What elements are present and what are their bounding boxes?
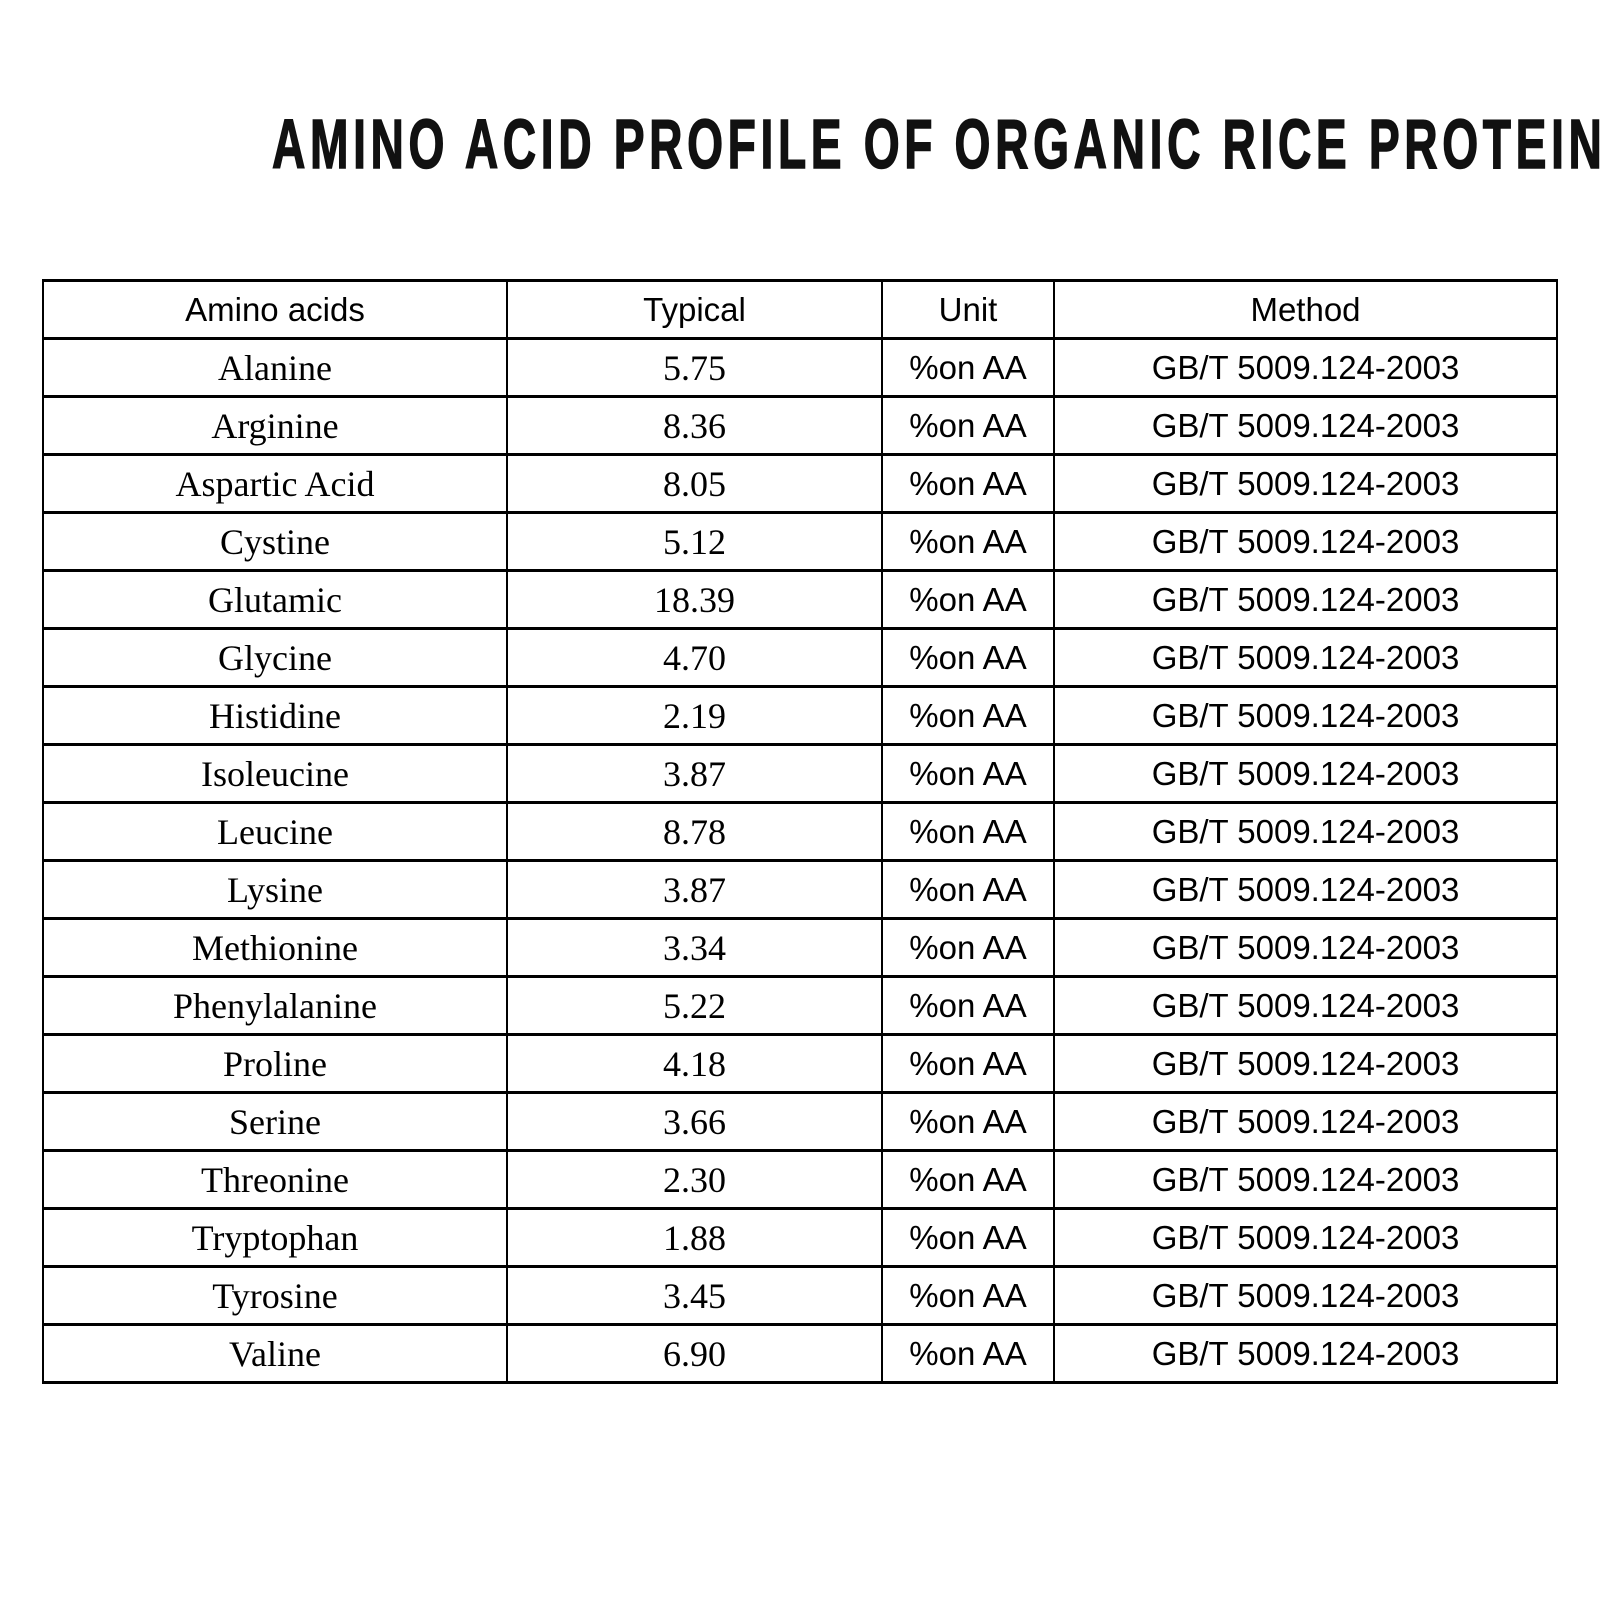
table-row: Leucine 8.78 %on AA GB/T 5009.124-2003 <box>42 801 1558 862</box>
table-row: Valine 6.90 %on AA GB/T 5009.124-2003 <box>42 1323 1558 1384</box>
cell-typical: 2.30 <box>506 1149 883 1210</box>
table-row: Serine 3.66 %on AA GB/T 5009.124-2003 <box>42 1091 1558 1152</box>
cell-method: GB/T 5009.124-2003 <box>1053 337 1558 398</box>
header-amino-acids: Amino acids <box>42 279 508 340</box>
table-row: Proline 4.18 %on AA GB/T 5009.124-2003 <box>42 1033 1558 1094</box>
table-row: Histidine 2.19 %on AA GB/T 5009.124-2003 <box>42 685 1558 746</box>
cell-unit: %on AA <box>881 859 1055 920</box>
amino-acid-table: Amino acids Typical Unit Method Alanine … <box>42 279 1558 1384</box>
cell-amino-acid: Isoleucine <box>42 743 508 804</box>
cell-typical: 18.39 <box>506 569 883 630</box>
table-row: Lysine 3.87 %on AA GB/T 5009.124-2003 <box>42 859 1558 920</box>
table-row: Glycine 4.70 %on AA GB/T 5009.124-2003 <box>42 627 1558 688</box>
cell-method: GB/T 5009.124-2003 <box>1053 743 1558 804</box>
cell-amino-acid: Alanine <box>42 337 508 398</box>
cell-typical: 1.88 <box>506 1207 883 1268</box>
table-row: Isoleucine 3.87 %on AA GB/T 5009.124-200… <box>42 743 1558 804</box>
cell-unit: %on AA <box>881 917 1055 978</box>
table-row: Aspartic Acid 8.05 %on AA GB/T 5009.124-… <box>42 453 1558 514</box>
table-row: Threonine 2.30 %on AA GB/T 5009.124-2003 <box>42 1149 1558 1210</box>
cell-unit: %on AA <box>881 1265 1055 1326</box>
cell-typical: 5.22 <box>506 975 883 1036</box>
cell-typical: 3.45 <box>506 1265 883 1326</box>
table-row: Arginine 8.36 %on AA GB/T 5009.124-2003 <box>42 395 1558 456</box>
cell-method: GB/T 5009.124-2003 <box>1053 453 1558 514</box>
table-header-row: Amino acids Typical Unit Method <box>42 279 1558 340</box>
cell-unit: %on AA <box>881 395 1055 456</box>
cell-amino-acid: Cystine <box>42 511 508 572</box>
cell-amino-acid: Glutamic <box>42 569 508 630</box>
cell-unit: %on AA <box>881 627 1055 688</box>
cell-amino-acid: Leucine <box>42 801 508 862</box>
cell-unit: %on AA <box>881 743 1055 804</box>
cell-method: GB/T 5009.124-2003 <box>1053 1149 1558 1210</box>
cell-typical: 5.12 <box>506 511 883 572</box>
cell-unit: %on AA <box>881 1323 1055 1384</box>
cell-typical: 5.75 <box>506 337 883 398</box>
cell-unit: %on AA <box>881 685 1055 746</box>
cell-unit: %on AA <box>881 337 1055 398</box>
cell-typical: 8.05 <box>506 453 883 514</box>
table-body: Alanine 5.75 %on AA GB/T 5009.124-2003 A… <box>42 337 1558 1384</box>
cell-amino-acid: Phenylalanine <box>42 975 508 1036</box>
cell-amino-acid: Tryptophan <box>42 1207 508 1268</box>
cell-typical: 6.90 <box>506 1323 883 1384</box>
cell-amino-acid: Lysine <box>42 859 508 920</box>
table-row: Tryptophan 1.88 %on AA GB/T 5009.124-200… <box>42 1207 1558 1268</box>
table-row: Tyrosine 3.45 %on AA GB/T 5009.124-2003 <box>42 1265 1558 1326</box>
cell-unit: %on AA <box>881 975 1055 1036</box>
cell-unit: %on AA <box>881 1033 1055 1094</box>
cell-amino-acid: Arginine <box>42 395 508 456</box>
cell-typical: 4.70 <box>506 627 883 688</box>
cell-typical: 3.87 <box>506 859 883 920</box>
cell-method: GB/T 5009.124-2003 <box>1053 569 1558 630</box>
cell-typical: 2.19 <box>506 685 883 746</box>
cell-method: GB/T 5009.124-2003 <box>1053 685 1558 746</box>
cell-typical: 3.34 <box>506 917 883 978</box>
cell-amino-acid: Serine <box>42 1091 508 1152</box>
cell-amino-acid: Aspartic Acid <box>42 453 508 514</box>
cell-method: GB/T 5009.124-2003 <box>1053 1033 1558 1094</box>
cell-typical: 8.78 <box>506 801 883 862</box>
header-method: Method <box>1053 279 1558 340</box>
table-row: Alanine 5.75 %on AA GB/T 5009.124-2003 <box>42 337 1558 398</box>
cell-method: GB/T 5009.124-2003 <box>1053 511 1558 572</box>
cell-unit: %on AA <box>881 1091 1055 1152</box>
cell-amino-acid: Methionine <box>42 917 508 978</box>
cell-unit: %on AA <box>881 1149 1055 1210</box>
page-title: AMINO ACID PROFILE OF ORGANIC RICE PROTE… <box>272 105 1600 183</box>
cell-amino-acid: Proline <box>42 1033 508 1094</box>
cell-amino-acid: Tyrosine <box>42 1265 508 1326</box>
cell-typical: 8.36 <box>506 395 883 456</box>
cell-method: GB/T 5009.124-2003 <box>1053 801 1558 862</box>
cell-method: GB/T 5009.124-2003 <box>1053 627 1558 688</box>
cell-method: GB/T 5009.124-2003 <box>1053 1091 1558 1152</box>
cell-amino-acid: Glycine <box>42 627 508 688</box>
cell-method: GB/T 5009.124-2003 <box>1053 1323 1558 1384</box>
cell-unit: %on AA <box>881 453 1055 514</box>
header-unit: Unit <box>881 279 1055 340</box>
table-row: Methionine 3.34 %on AA GB/T 5009.124-200… <box>42 917 1558 978</box>
cell-amino-acid: Valine <box>42 1323 508 1384</box>
cell-amino-acid: Threonine <box>42 1149 508 1210</box>
cell-unit: %on AA <box>881 569 1055 630</box>
cell-unit: %on AA <box>881 1207 1055 1268</box>
cell-typical: 3.66 <box>506 1091 883 1152</box>
cell-unit: %on AA <box>881 801 1055 862</box>
cell-method: GB/T 5009.124-2003 <box>1053 859 1558 920</box>
cell-amino-acid: Histidine <box>42 685 508 746</box>
cell-method: GB/T 5009.124-2003 <box>1053 917 1558 978</box>
cell-method: GB/T 5009.124-2003 <box>1053 1207 1558 1268</box>
table-row: Phenylalanine 5.22 %on AA GB/T 5009.124-… <box>42 975 1558 1036</box>
cell-method: GB/T 5009.124-2003 <box>1053 1265 1558 1326</box>
cell-typical: 4.18 <box>506 1033 883 1094</box>
header-typical: Typical <box>506 279 883 340</box>
table-row: Glutamic 18.39 %on AA GB/T 5009.124-2003 <box>42 569 1558 630</box>
cell-typical: 3.87 <box>506 743 883 804</box>
cell-method: GB/T 5009.124-2003 <box>1053 975 1558 1036</box>
cell-unit: %on AA <box>881 511 1055 572</box>
cell-method: GB/T 5009.124-2003 <box>1053 395 1558 456</box>
table-row: Cystine 5.12 %on AA GB/T 5009.124-2003 <box>42 511 1558 572</box>
